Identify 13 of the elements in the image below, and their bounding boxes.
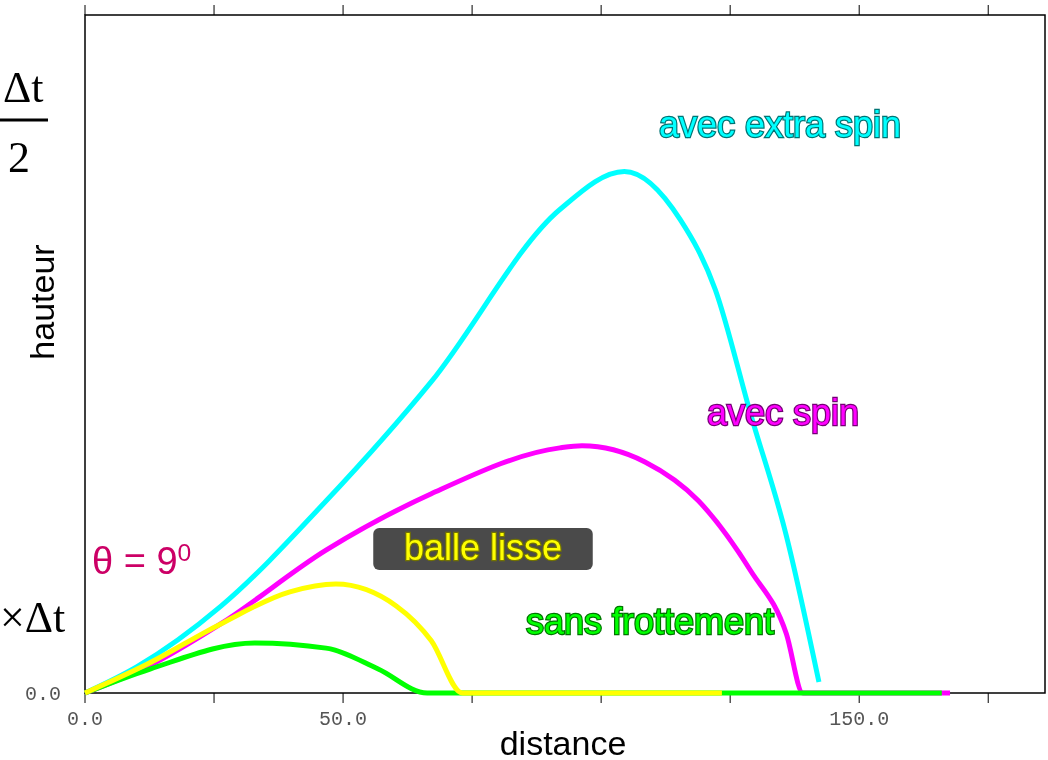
text: Δt <box>3 63 44 112</box>
x-tick-label: 0.0 <box>66 708 104 731</box>
y-axis-title: hauteur <box>23 244 61 360</box>
text: 2 <box>8 133 30 182</box>
x-tick-label: 50.0 <box>319 708 368 731</box>
series-label: balle lisse <box>403 527 563 568</box>
x-axis-title: distance <box>499 724 627 760</box>
text: 0.0 <box>24 683 61 706</box>
series-label: avec extra spin <box>658 104 902 145</box>
annotation: θ = 9$^{0}$ <box>92 538 192 582</box>
series-label: sans frottement <box>525 601 775 642</box>
text: ×Δt <box>0 593 66 642</box>
x-tick-label: 150.0 <box>829 708 890 731</box>
